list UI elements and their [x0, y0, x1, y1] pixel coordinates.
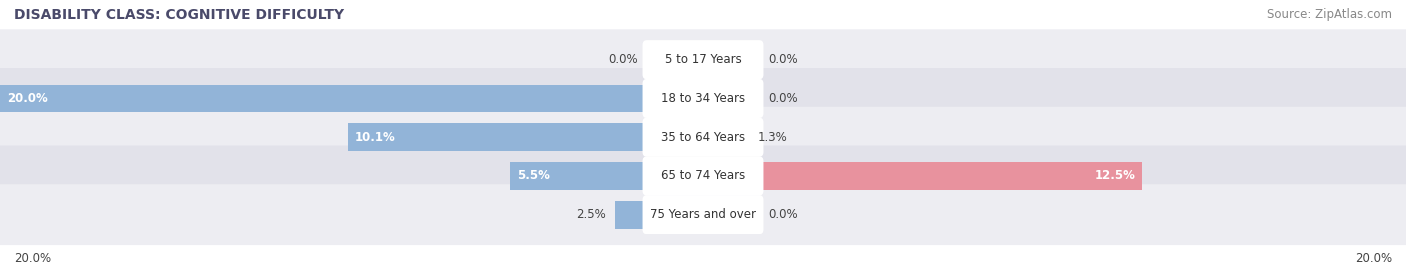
FancyBboxPatch shape	[0, 146, 1406, 206]
Text: 0.0%: 0.0%	[768, 53, 797, 66]
Text: 0.0%: 0.0%	[768, 208, 797, 221]
FancyBboxPatch shape	[643, 195, 763, 234]
Text: 2.5%: 2.5%	[576, 208, 606, 221]
Text: 0.0%: 0.0%	[609, 53, 638, 66]
FancyBboxPatch shape	[643, 118, 763, 157]
Text: 20.0%: 20.0%	[14, 252, 51, 265]
Text: DISABILITY CLASS: COGNITIVE DIFFICULTY: DISABILITY CLASS: COGNITIVE DIFFICULTY	[14, 8, 344, 22]
FancyBboxPatch shape	[0, 68, 1406, 129]
Text: 12.5%: 12.5%	[1094, 169, 1135, 182]
FancyBboxPatch shape	[643, 79, 763, 118]
Text: 0.0%: 0.0%	[768, 92, 797, 105]
Text: 65 to 74 Years: 65 to 74 Years	[661, 169, 745, 182]
Text: 10.1%: 10.1%	[354, 131, 395, 144]
Bar	[509, 162, 703, 190]
Bar	[349, 123, 703, 151]
Text: 20.0%: 20.0%	[1355, 252, 1392, 265]
Text: 35 to 64 Years: 35 to 64 Years	[661, 131, 745, 144]
Text: 75 Years and over: 75 Years and over	[650, 208, 756, 221]
Text: Source: ZipAtlas.com: Source: ZipAtlas.com	[1267, 8, 1392, 21]
Bar	[703, 162, 1142, 190]
Bar	[616, 201, 703, 229]
FancyBboxPatch shape	[0, 29, 1406, 90]
Text: 1.3%: 1.3%	[758, 131, 787, 144]
Text: 5.5%: 5.5%	[517, 169, 550, 182]
Text: 5 to 17 Years: 5 to 17 Years	[665, 53, 741, 66]
FancyBboxPatch shape	[0, 184, 1406, 245]
Text: 20.0%: 20.0%	[7, 92, 48, 105]
Bar	[703, 123, 749, 151]
FancyBboxPatch shape	[643, 156, 763, 196]
FancyBboxPatch shape	[643, 40, 763, 79]
Bar	[0, 84, 703, 112]
Text: 18 to 34 Years: 18 to 34 Years	[661, 92, 745, 105]
FancyBboxPatch shape	[0, 107, 1406, 168]
